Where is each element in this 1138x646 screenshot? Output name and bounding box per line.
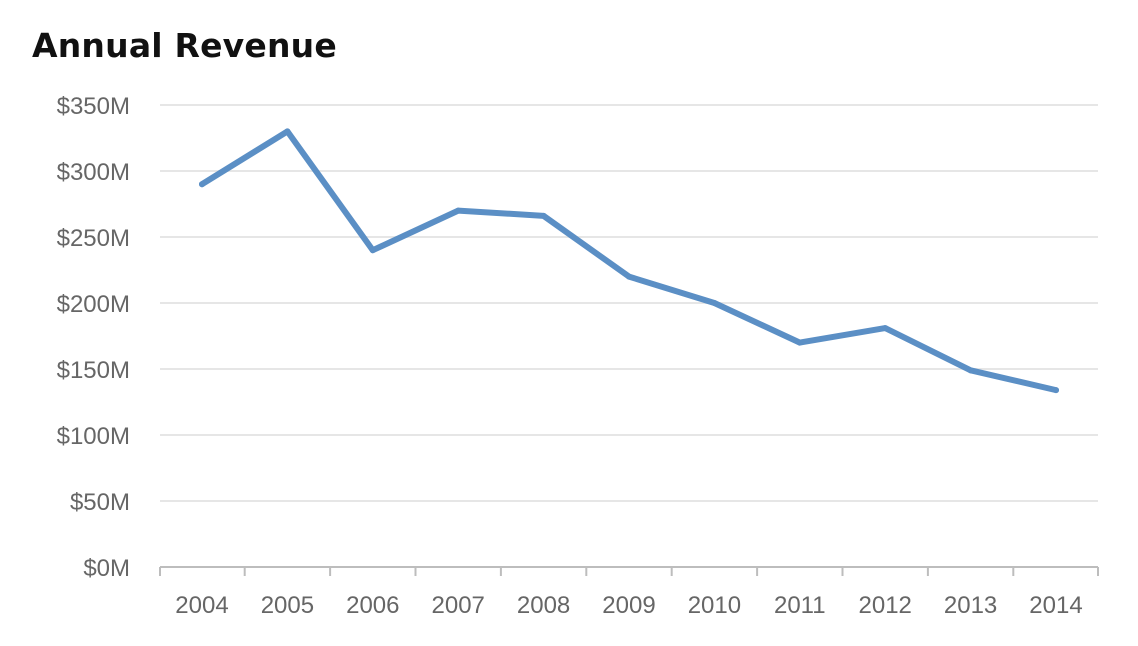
- data-point: [284, 128, 291, 135]
- data-point: [796, 339, 803, 346]
- y-tick-label: $0M: [83, 555, 130, 582]
- data-point: [369, 247, 376, 254]
- data-point: [626, 273, 632, 280]
- x-tick-label: 2006: [346, 592, 399, 619]
- x-tick-label: 2010: [688, 592, 741, 619]
- x-tick-label: 2005: [261, 592, 314, 619]
- x-tick-label: 2014: [1029, 592, 1082, 619]
- y-tick-label: $250M: [57, 225, 130, 252]
- x-tick-label: 2007: [432, 592, 485, 619]
- data-point: [540, 212, 547, 219]
- y-tick-label: $300M: [57, 159, 130, 186]
- chart-title: Annual Revenue: [32, 26, 337, 65]
- data-point: [455, 207, 462, 214]
- x-tick-label: 2008: [517, 592, 570, 619]
- y-axis-tick-labels: $0M $50M $100M $150M $200M $250M $300M $350M: [57, 93, 130, 582]
- x-tick-label: 2011: [774, 592, 826, 619]
- grid-lines: [160, 104, 1098, 502]
- data-point: [1053, 387, 1059, 394]
- x-tick-label: 2013: [944, 592, 997, 619]
- series-layer: [199, 128, 1059, 394]
- x-tick-label: 2012: [859, 592, 912, 619]
- x-tick-label: 2004: [175, 592, 228, 619]
- y-tick-label: $100M: [57, 423, 130, 450]
- y-tick-label: $150M: [57, 357, 130, 384]
- data-point: [967, 367, 974, 374]
- x-tick-label: 2009: [602, 592, 655, 619]
- data-point: [711, 300, 718, 306]
- y-tick-label: $50M: [70, 489, 130, 516]
- y-tick-label: $350M: [57, 93, 130, 120]
- x-axis: [159, 566, 1099, 576]
- data-point: [882, 325, 889, 332]
- data-point: [199, 181, 205, 188]
- x-axis-tick-labels: 2004 2005 2006 2007 2008 2009 2010 2011 2012 2013…: [175, 592, 1082, 619]
- y-tick-label: $200M: [57, 291, 130, 318]
